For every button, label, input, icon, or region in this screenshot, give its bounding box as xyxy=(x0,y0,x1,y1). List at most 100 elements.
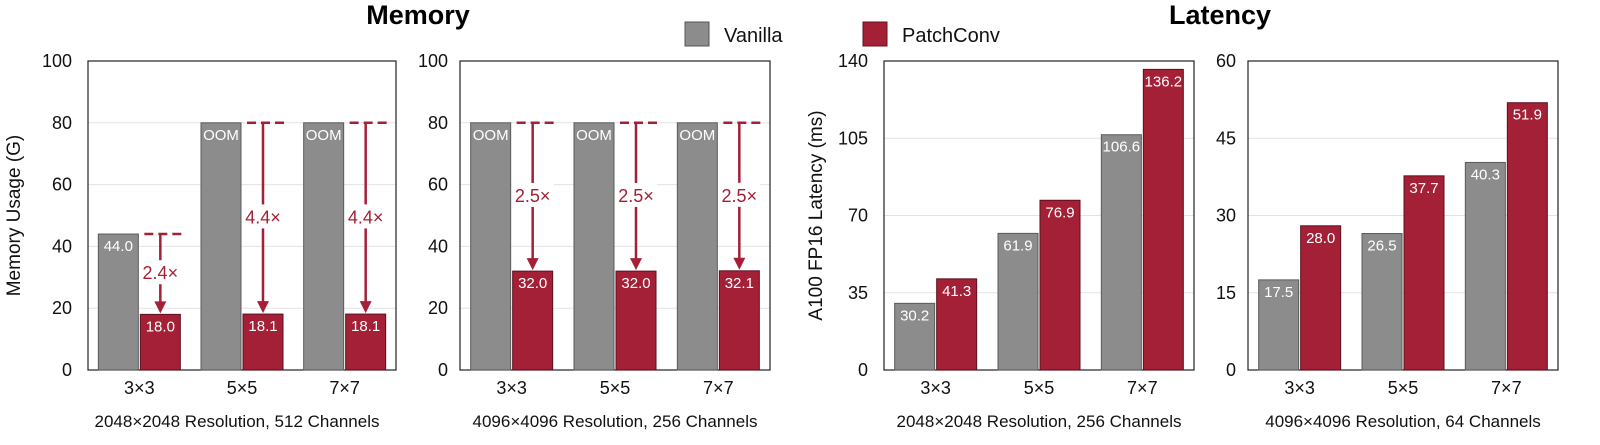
legend-swatch-patchconv xyxy=(862,21,888,47)
data-label-patchconv: 32.0 xyxy=(518,275,547,292)
bar-patchconv xyxy=(1403,175,1445,371)
bar-vanilla xyxy=(470,122,512,371)
bar-vanilla xyxy=(200,122,242,371)
bar-patchconv xyxy=(936,278,978,371)
bar-vanilla xyxy=(1100,134,1142,371)
reduction-arrowhead xyxy=(630,258,642,271)
plot-frame xyxy=(87,60,397,371)
plot-frame xyxy=(459,60,771,371)
y-axis-label: Memory Usage (G) xyxy=(4,135,25,297)
y-tick-label: 80 xyxy=(52,113,72,133)
x-tick-label: 5×5 xyxy=(1024,378,1055,398)
y-tick-label: 40 xyxy=(52,236,72,256)
chart-memory-2048: 0 20 40 60 80 100 Memory Usage (G) 44.0 18.0 3×3 2… xyxy=(4,51,397,431)
x-axis-label: 2048×2048 Resolution, 512 Channels xyxy=(95,412,380,431)
data-label-vanilla: OOM xyxy=(203,127,239,144)
data-label-patchconv: 76.9 xyxy=(1045,204,1074,221)
data-label-vanilla: OOM xyxy=(473,127,509,144)
y-tick-label: 140 xyxy=(838,51,868,71)
reduction-label: 4.4× xyxy=(245,207,281,227)
reduction-label-bg xyxy=(511,182,554,207)
y-tick-label: 20 xyxy=(52,298,72,318)
x-axis-label: 2048×2048 Resolution, 256 Channels xyxy=(897,412,1182,431)
x-tick-label: 7×7 xyxy=(329,378,360,398)
bar-patchconv xyxy=(139,313,181,371)
y-tick-label: 60 xyxy=(52,175,72,195)
x-tick-label: 7×7 xyxy=(703,378,734,398)
data-label-patchconv: 18.1 xyxy=(248,318,277,335)
data-label-patchconv: 136.2 xyxy=(1145,73,1183,90)
x-axis-label: 4096×4096 Resolution, 256 Channels xyxy=(473,412,758,431)
legend-label-vanilla: Vanilla xyxy=(724,25,783,47)
x-tick-label: 5×5 xyxy=(600,378,631,398)
data-label-patchconv: 41.3 xyxy=(942,283,971,300)
reduction-label-bg xyxy=(615,182,657,207)
data-label-patchconv: 28.0 xyxy=(1306,230,1335,247)
y-tick-label: 0 xyxy=(858,360,868,380)
bar-patchconv xyxy=(1506,102,1548,371)
x-tick-label: 5×5 xyxy=(1388,378,1419,398)
reduction-label: 2.4× xyxy=(143,263,179,283)
data-label-patchconv: 37.7 xyxy=(1409,180,1438,197)
y-tick-label: 20 xyxy=(428,298,448,318)
reduction-arrowhead xyxy=(359,301,372,314)
reduction-label: 4.4× xyxy=(348,207,384,227)
y-tick-label: 60 xyxy=(1216,51,1236,71)
bar-vanilla xyxy=(303,122,345,371)
data-label-vanilla: 26.5 xyxy=(1367,238,1396,255)
data-label-vanilla: OOM xyxy=(306,127,342,144)
x-tick-label: 5×5 xyxy=(227,378,258,398)
y-tick-label: 105 xyxy=(838,128,868,148)
chart-memory-4096: 0 20 40 60 80 100 OOM 32.0 3×3 2.5× OOM 32.0 5×5 2.5×… xyxy=(418,51,771,431)
reduction-label-bg xyxy=(344,204,387,229)
reduction-label: 2.5× xyxy=(515,186,551,206)
memory-title: Memory xyxy=(366,0,470,30)
bar-patchconv xyxy=(242,313,284,371)
bar-patchconv xyxy=(512,270,554,371)
reduction-label-bg xyxy=(718,182,761,207)
bar-vanilla xyxy=(676,122,718,371)
reduction-arrowhead xyxy=(526,258,539,271)
plot-frame xyxy=(1247,60,1559,371)
y-tick-label: 70 xyxy=(848,206,868,226)
y-tick-label: 45 xyxy=(1216,128,1236,148)
data-label-vanilla: 44.0 xyxy=(104,238,133,255)
y-axis-label: A100 FP16 Latency (ms) xyxy=(806,110,827,320)
x-tick-label: 7×7 xyxy=(1491,378,1522,398)
bar-vanilla xyxy=(97,233,139,371)
y-tick-label: 100 xyxy=(418,51,448,71)
x-tick-label: 3×3 xyxy=(496,378,527,398)
reduction-arrowhead xyxy=(154,301,167,314)
data-label-vanilla: 40.3 xyxy=(1471,166,1500,183)
x-axis-label: 4096×4096 Resolution, 64 Channels xyxy=(1265,412,1541,431)
data-label-patchconv: 32.1 xyxy=(725,275,754,292)
data-label-vanilla: 61.9 xyxy=(1003,237,1032,254)
reduction-label-bg xyxy=(139,260,182,285)
legend: Vanilla PatchConv xyxy=(684,21,1000,47)
data-label-vanilla: OOM xyxy=(576,127,612,144)
data-label-vanilla: 17.5 xyxy=(1264,284,1293,301)
bar-vanilla xyxy=(894,302,936,371)
bar-patchconv xyxy=(345,313,387,371)
bar-vanilla xyxy=(1464,161,1506,371)
data-label-vanilla: 30.2 xyxy=(900,307,929,324)
bar-patchconv xyxy=(615,270,657,371)
latency-title: Latency xyxy=(1169,0,1271,30)
y-tick-label: 15 xyxy=(1216,283,1236,303)
y-tick-label: 0 xyxy=(62,360,72,380)
data-label-vanilla: OOM xyxy=(679,127,715,144)
y-tick-label: 80 xyxy=(428,113,448,133)
y-tick-label: 100 xyxy=(42,51,72,71)
bar-vanilla xyxy=(573,122,615,371)
data-label-vanilla: 106.6 xyxy=(1103,139,1141,156)
y-tick-label: 30 xyxy=(1216,206,1236,226)
x-tick-label: 3×3 xyxy=(920,378,951,398)
chart-latency-4096: 0 15 30 45 60 17.5 28.0 3×3 26.5 37.7 5×5 40.3 51.9 7… xyxy=(1216,51,1559,431)
x-tick-label: 7×7 xyxy=(1127,378,1158,398)
reduction-label: 2.5× xyxy=(618,186,654,206)
bar-patchconv xyxy=(1300,225,1342,371)
y-tick-label: 35 xyxy=(848,283,868,303)
y-tick-label: 40 xyxy=(428,236,448,256)
bar-patchconv xyxy=(1142,68,1184,371)
